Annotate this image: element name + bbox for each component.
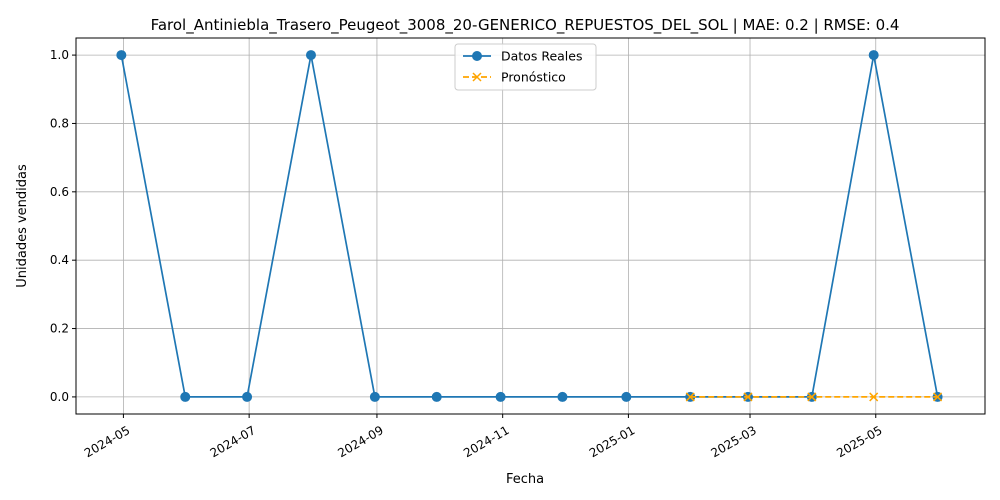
y-tick-label: 0.6 <box>50 185 69 199</box>
legend-label: Pronóstico <box>501 70 566 85</box>
legend-label: Datos Reales <box>501 49 582 64</box>
y-tick-label: 0.8 <box>50 116 69 130</box>
data-point <box>431 391 442 402</box>
forecast-point <box>685 392 695 402</box>
forecast-point <box>869 392 879 402</box>
forecast-point <box>743 392 753 402</box>
chart-title: Farol_Antiniebla_Trasero_Peugeot_3008_20… <box>151 16 900 35</box>
data-point <box>305 50 316 61</box>
y-tick-label: 0.0 <box>50 390 69 404</box>
y-tick-label: 1.0 <box>50 48 69 62</box>
y-tick-label: 0.4 <box>50 253 69 267</box>
data-point <box>557 391 568 402</box>
series-pronostico <box>685 392 943 402</box>
data-point <box>116 50 127 61</box>
data-point <box>180 391 191 402</box>
x-axis-label: Fecha <box>506 472 544 487</box>
data-point <box>868 50 879 61</box>
data-point <box>495 391 506 402</box>
forecast-point <box>933 392 943 402</box>
plot-frame <box>75 37 986 415</box>
data-point <box>242 391 253 402</box>
legend-marker <box>472 51 482 61</box>
data-point <box>621 391 632 402</box>
y-tick-label: 0.2 <box>50 322 69 336</box>
legend: Datos Reales Pronóstico <box>454 43 597 91</box>
y-axis-label: Unidades vendidas <box>15 164 30 288</box>
data-point <box>369 391 380 402</box>
legend-entry: Pronóstico <box>463 70 566 85</box>
legend-entry: Datos Reales <box>463 49 582 64</box>
y-axis: 0.0 0.2 0.4 0.6 0.8 1.0 <box>50 48 76 404</box>
forecast-point <box>807 392 817 402</box>
series-layer <box>116 50 943 402</box>
legend-marker <box>472 72 482 82</box>
